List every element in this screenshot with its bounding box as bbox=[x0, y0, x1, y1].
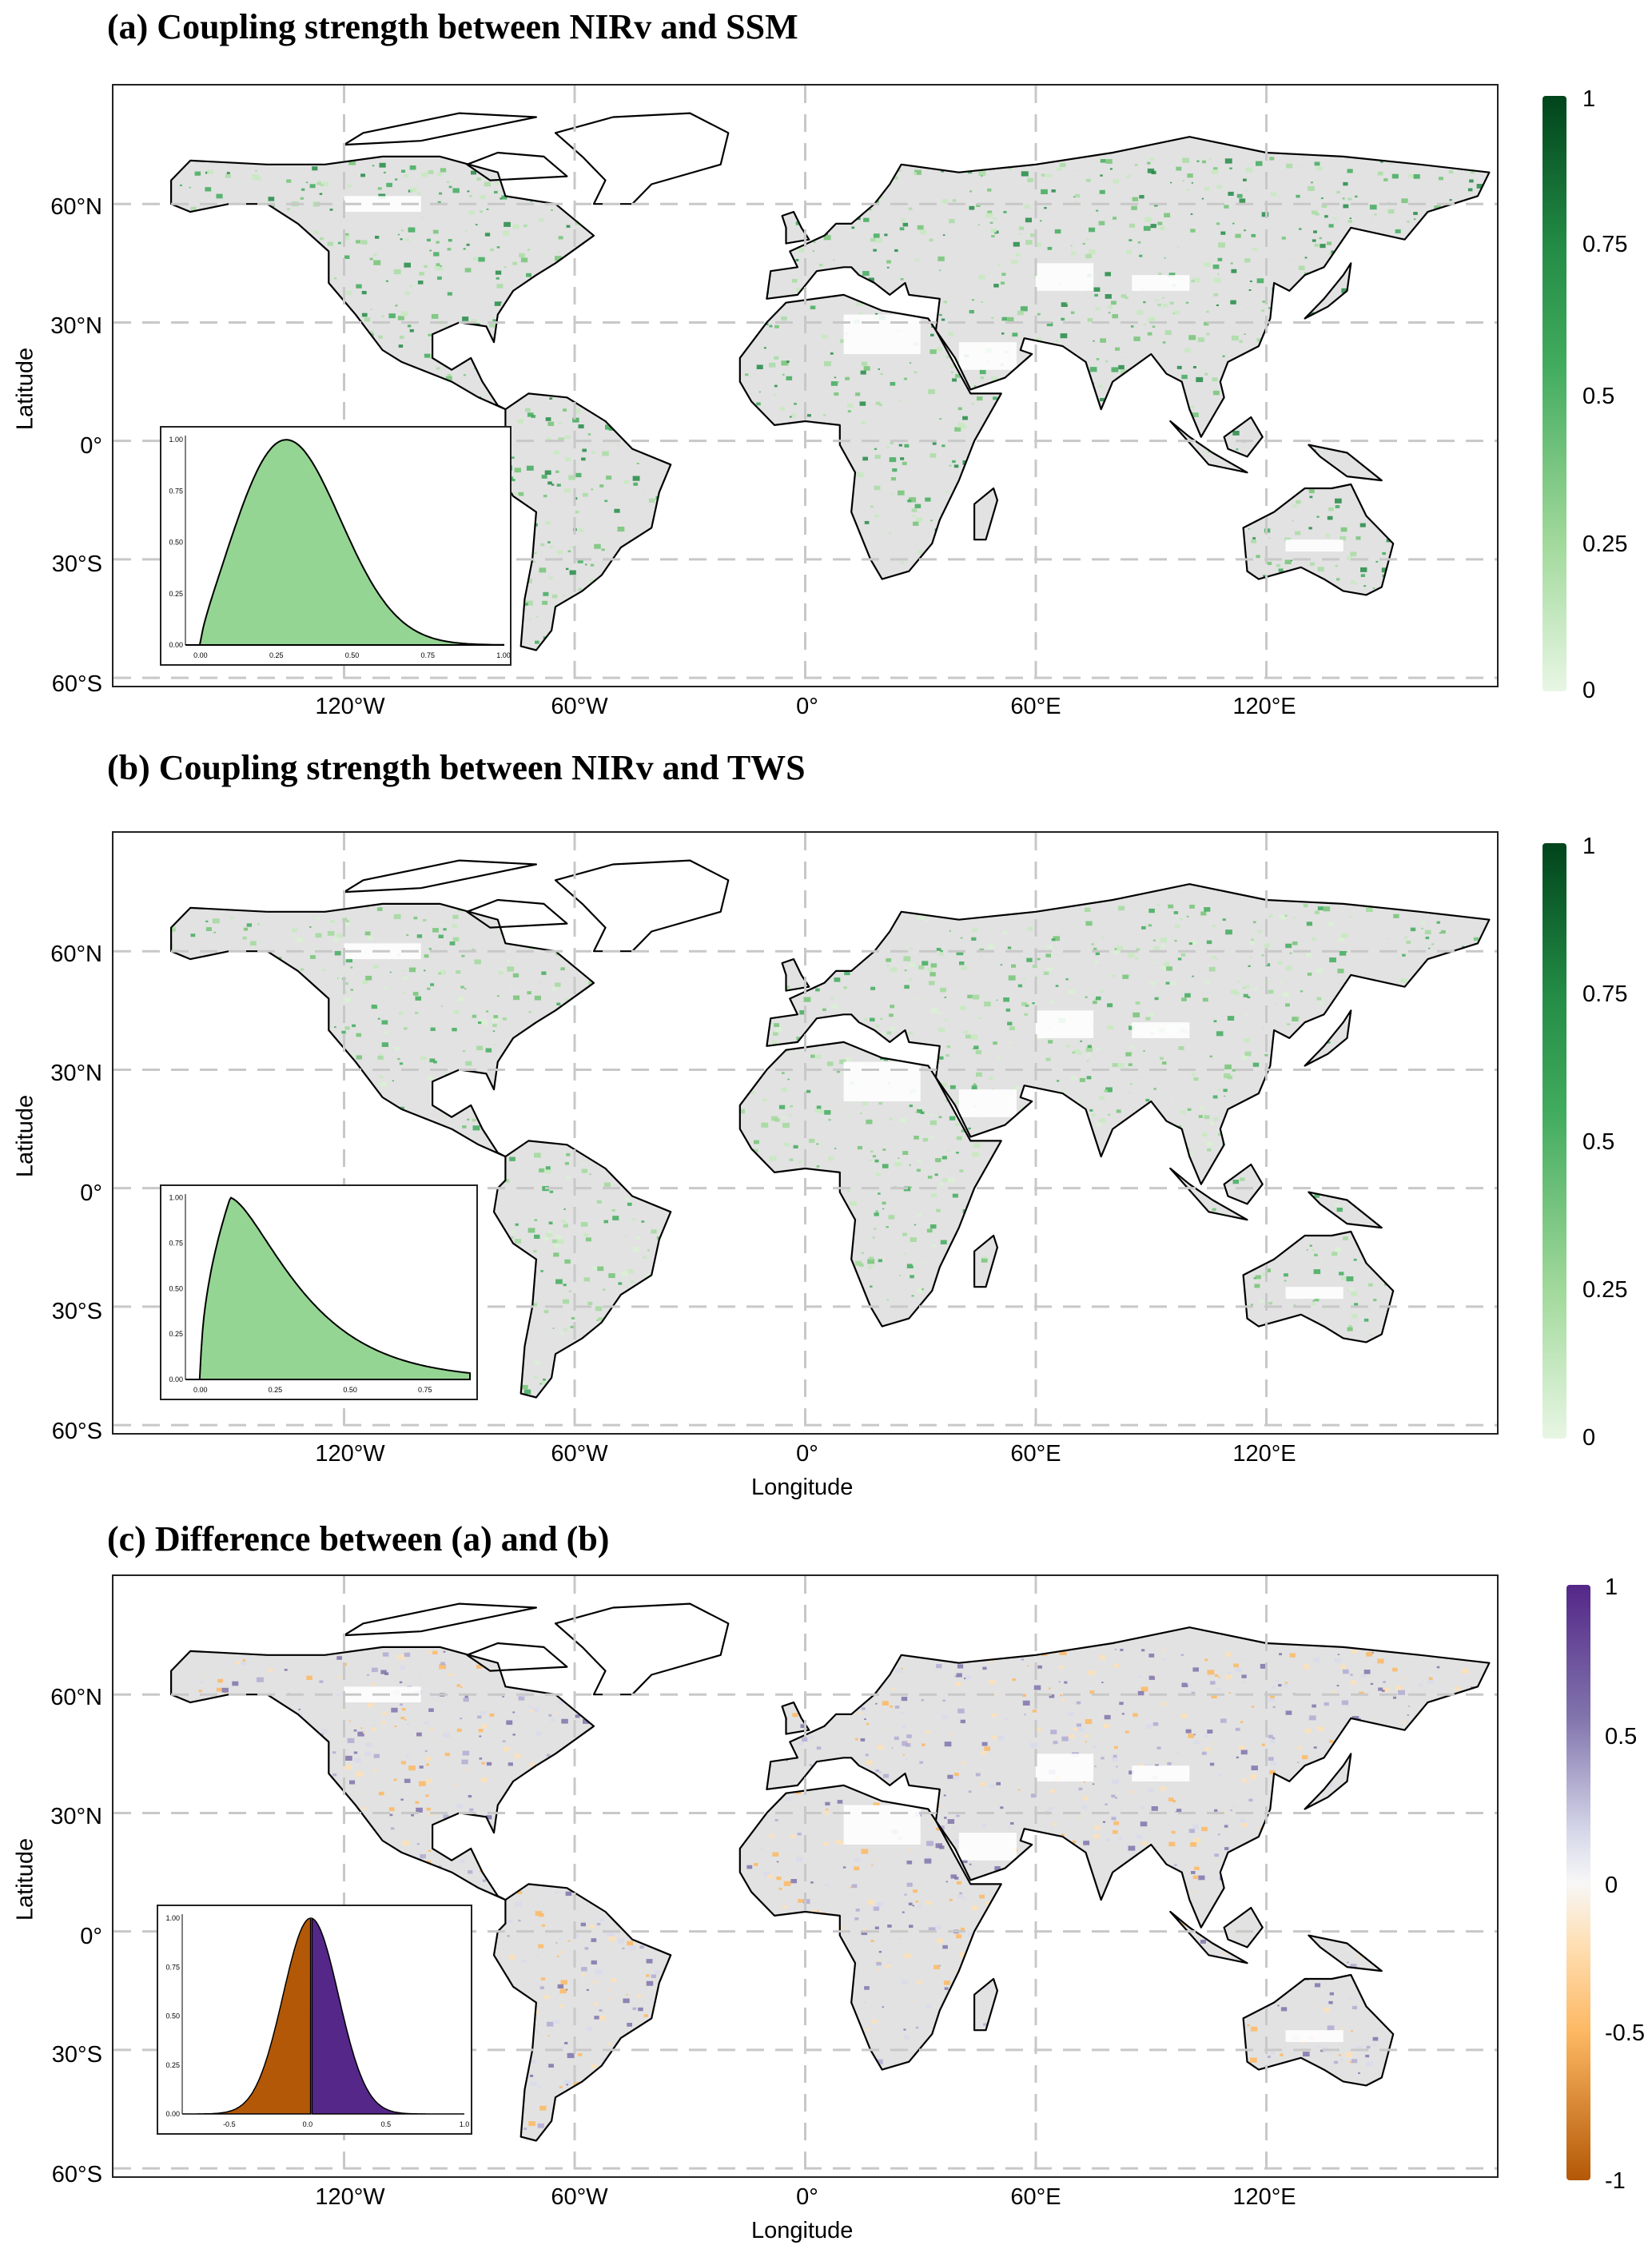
panel-b-colorbar bbox=[1543, 843, 1566, 1439]
panel-c-lat-0: 0° bbox=[80, 1924, 102, 1949]
inset-y-tick: 0.50 bbox=[165, 2012, 180, 2020]
panel-a-inset: 1.00 0.75 0.50 0.25 0.00 0.00 0.25 0.50 0.75 1.00 bbox=[160, 426, 512, 666]
panel-b-lat-0: 0° bbox=[80, 1180, 102, 1206]
panel-a-lat-60s: 60°S bbox=[51, 671, 102, 697]
inset-y-tick: 0.75 bbox=[169, 1239, 183, 1247]
panel-a-cb-tick-025: 0.25 bbox=[1582, 531, 1628, 557]
panel-a-lat-60n: 60°N bbox=[50, 194, 102, 220]
density-curve bbox=[185, 439, 504, 646]
panel-b-lon-120w: 120°W bbox=[315, 1441, 385, 1467]
panel-a-lon-120w: 120°W bbox=[315, 694, 385, 719]
panel-c-inset: 1.00 0.75 0.50 0.25 0.00 -0.5 0.0 0.5 1.0 bbox=[157, 1905, 472, 2135]
panel-c-lon-120e: 120°E bbox=[1232, 2184, 1296, 2210]
inset-y-tick: 1.00 bbox=[165, 1914, 180, 1922]
inset-x-tick: 0.00 bbox=[193, 651, 208, 659]
inset-y-tick: 0.00 bbox=[169, 641, 183, 649]
panel-b-cb-tick-05: 0.5 bbox=[1582, 1129, 1615, 1155]
inset-x-tick: 0.25 bbox=[269, 651, 284, 659]
panel-c-lat-30s: 30°S bbox=[51, 2042, 102, 2068]
panel-b-lon-120e: 120°E bbox=[1232, 1441, 1296, 1467]
inset-y-tick: 0.00 bbox=[165, 2110, 180, 2118]
panel-b-lat-30n: 30°N bbox=[50, 1061, 102, 1086]
panel-a-lat-30s: 30°S bbox=[51, 551, 102, 577]
panel-b-xlabel: Longitude bbox=[751, 1475, 854, 1500]
panel-c-lon-60w: 60°W bbox=[551, 2184, 608, 2210]
inset-x-tick: 0.0 bbox=[303, 2120, 313, 2128]
panel-a-lon-60e: 60°E bbox=[1010, 694, 1061, 719]
inset-y-tick: 0.25 bbox=[169, 1330, 183, 1338]
inset-y-tick: 0.25 bbox=[165, 2061, 180, 2069]
panel-b-cb-tick-1: 1 bbox=[1582, 834, 1596, 859]
panel-c-cb-tick-m05: -0.5 bbox=[1605, 2020, 1645, 2046]
inset-y-tick: 1.00 bbox=[169, 436, 183, 444]
panel-b-lat-30s: 30°S bbox=[51, 1299, 102, 1324]
panel-a-inset-svg: 1.00 0.75 0.50 0.25 0.00 0.00 0.25 0.50 0.75 1.00 bbox=[169, 436, 510, 659]
panel-c-cb-tick-05: 0.5 bbox=[1605, 1724, 1638, 1749]
panel-c-cb-tick-m1: -1 bbox=[1605, 2168, 1626, 2194]
panel-b-cb-tick-075: 0.75 bbox=[1582, 981, 1628, 1007]
panel-a-lat-0: 0° bbox=[80, 433, 102, 459]
panel-c-lon-0: 0° bbox=[796, 2184, 818, 2210]
inset-x-tick: -0.5 bbox=[223, 2120, 236, 2128]
panel-c-inset-svg: 1.00 0.75 0.50 0.25 0.00 -0.5 0.0 0.5 1.0 bbox=[165, 1914, 470, 2128]
inset-x-tick: 0.5 bbox=[381, 2120, 392, 2128]
panel-b-ylabel: Latitude bbox=[12, 1094, 38, 1178]
density-curve bbox=[185, 1196, 471, 1380]
inset-x-tick: 0.75 bbox=[420, 651, 435, 659]
panel-b-map-svg bbox=[113, 833, 1497, 1433]
panel-c-lat-30n: 30°N bbox=[50, 1804, 102, 1829]
inset-x-tick: 0.50 bbox=[345, 651, 360, 659]
inset-y-tick: 0.50 bbox=[169, 539, 183, 547]
panel-a-lon-60w: 60°W bbox=[551, 694, 608, 719]
panel-b-inset: 1.00 0.75 0.50 0.25 0.00 0.00 0.25 0.50 0.75 bbox=[160, 1184, 478, 1400]
panel-a-lon-120e: 120°E bbox=[1232, 694, 1296, 719]
panel-b-lat-60n: 60°N bbox=[50, 941, 102, 967]
panel-b-lon-60w: 60°W bbox=[551, 1441, 608, 1467]
inset-x-tick: 1.00 bbox=[496, 651, 510, 659]
inset-y-tick: 0.25 bbox=[169, 590, 183, 598]
inset-x-tick: 0.00 bbox=[193, 1386, 208, 1394]
panel-c-lon-120w: 120°W bbox=[315, 2184, 385, 2210]
panel-a-cb-tick-1: 1 bbox=[1582, 86, 1596, 112]
density-positive bbox=[311, 1917, 464, 2115]
panel-a-lon-0: 0° bbox=[796, 694, 818, 719]
panel-b-cb-tick-025: 0.25 bbox=[1582, 1277, 1628, 1303]
inset-y-tick: 0.75 bbox=[169, 487, 183, 495]
inset-y-tick: 1.00 bbox=[169, 1194, 183, 1202]
inset-x-tick: 0.75 bbox=[418, 1386, 432, 1394]
panel-a-lat-30n: 30°N bbox=[50, 313, 102, 339]
panel-c-lat-60s: 60°S bbox=[51, 2162, 102, 2187]
panel-b-lon-0: 0° bbox=[796, 1441, 818, 1467]
inset-x-tick: 0.25 bbox=[269, 1386, 283, 1394]
panel-a-cb-tick-075: 0.75 bbox=[1582, 232, 1628, 257]
panel-a-cb-tick-0: 0 bbox=[1582, 678, 1596, 703]
panel-c-cb-tick-0: 0 bbox=[1605, 1873, 1618, 1898]
panel-c-xlabel: Longitude bbox=[751, 2218, 854, 2243]
inset-x-tick: 0.50 bbox=[343, 1386, 357, 1394]
panel-c-map-svg bbox=[113, 1576, 1497, 2176]
panel-b-map bbox=[112, 831, 1499, 1435]
panel-a-ylabel: Latitude bbox=[12, 347, 38, 431]
density-negative bbox=[182, 1917, 312, 2115]
panel-b-inset-svg: 1.00 0.75 0.50 0.25 0.00 0.00 0.25 0.50 0.75 bbox=[169, 1194, 471, 1394]
panel-c-map bbox=[112, 1574, 1499, 2178]
inset-y-tick: 0.75 bbox=[165, 1963, 180, 1971]
panel-a-title: (a) Coupling strength between NIRv and S… bbox=[107, 7, 798, 46]
panel-b-title: (b) Coupling strength between NIRv and T… bbox=[107, 748, 806, 787]
panel-c-colorbar bbox=[1566, 1585, 1590, 2180]
panel-c-title: (c) Difference between (a) and (b) bbox=[107, 1519, 610, 1558]
inset-y-tick: 0.50 bbox=[169, 1284, 183, 1292]
panel-c-ylabel: Latitude bbox=[12, 1837, 38, 1921]
inset-x-tick: 1.0 bbox=[460, 2120, 470, 2128]
panel-b-lat-60s: 60°S bbox=[51, 1419, 102, 1444]
panel-c-cb-tick-1: 1 bbox=[1605, 1574, 1618, 1600]
panel-b-cb-tick-0: 0 bbox=[1582, 1425, 1596, 1451]
panel-c-lon-60e: 60°E bbox=[1010, 2184, 1061, 2210]
inset-y-tick: 0.00 bbox=[169, 1375, 183, 1383]
panel-a-colorbar bbox=[1543, 96, 1566, 691]
panel-a-cb-tick-05: 0.5 bbox=[1582, 384, 1615, 409]
panel-c-lat-60n: 60°N bbox=[50, 1685, 102, 1710]
panel-b-lon-60e: 60°E bbox=[1010, 1441, 1061, 1467]
